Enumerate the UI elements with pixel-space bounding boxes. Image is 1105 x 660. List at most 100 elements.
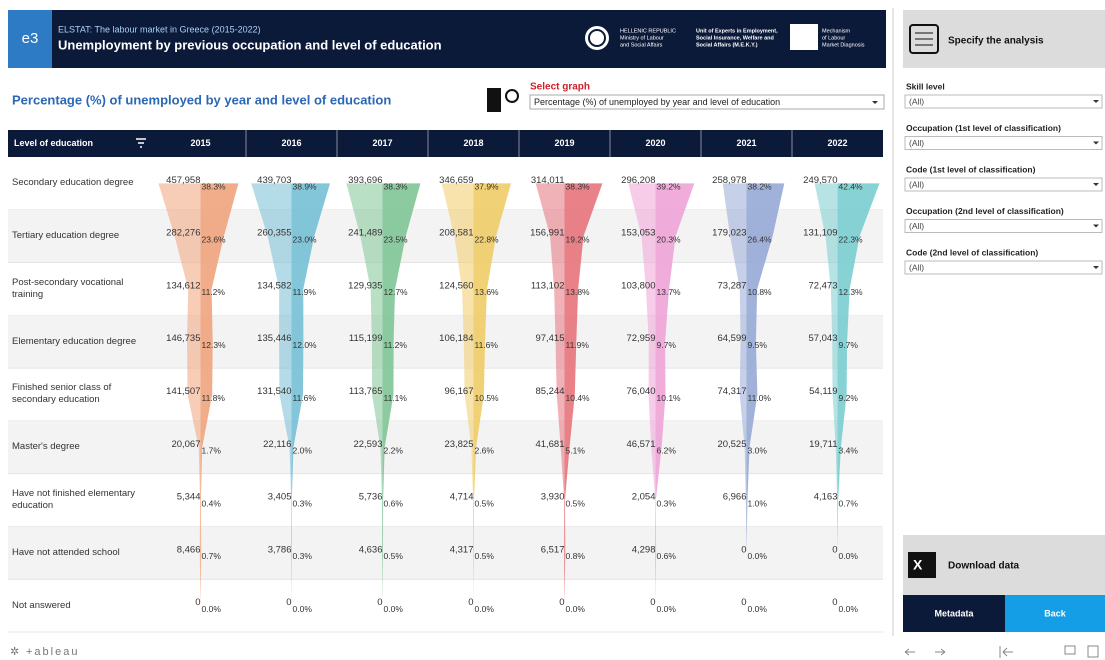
percent-funnel xyxy=(200,183,239,606)
graph-icon xyxy=(487,88,501,112)
percent-label: 11.2% xyxy=(202,287,226,297)
percent-label: 38.3% xyxy=(566,182,591,192)
percent-label: 0.7% xyxy=(202,551,222,561)
metadata-label: Metadata xyxy=(934,608,974,618)
percent-label: 20.3% xyxy=(657,234,682,244)
percent-label: 10.8% xyxy=(748,287,773,297)
filter-dropdown[interactable] xyxy=(904,136,1103,150)
percent-label: 0.6% xyxy=(657,551,677,561)
percent-label: 0.0% xyxy=(566,604,586,614)
percent-label: 0.0% xyxy=(839,604,859,614)
percent-label: 9.5% xyxy=(748,340,768,350)
percent-label: 13.6% xyxy=(475,287,500,297)
logo-text: of Labour xyxy=(822,35,845,41)
percent-label: 10.4% xyxy=(566,393,591,403)
count-label: 115,199 xyxy=(349,333,383,344)
count-label: 72,473 xyxy=(808,280,837,291)
column-header: 2018 xyxy=(463,138,483,148)
percent-label: 19.2% xyxy=(566,234,591,244)
sort-icon[interactable] xyxy=(136,138,146,148)
download-panel[interactable] xyxy=(903,535,1105,595)
select-box[interactable] xyxy=(529,94,885,110)
percent-label: 9.7% xyxy=(657,340,677,350)
percent-label: 13.7% xyxy=(657,287,682,297)
dropdown-arrow xyxy=(1093,100,1099,103)
logo-text: Unit of Experts in Employment, xyxy=(696,28,778,34)
graph-icon xyxy=(505,89,519,103)
count-label: 208,581 xyxy=(439,228,473,239)
filter-dropdown[interactable] xyxy=(904,177,1103,192)
logo-text: Mechanism xyxy=(822,28,851,34)
count-label: 76,040 xyxy=(626,386,655,397)
percent-label: 23.5% xyxy=(384,234,409,244)
count-label: 19,711 xyxy=(809,439,837,450)
percent-label: 23.6% xyxy=(202,234,227,244)
toolbar-icons[interactable] xyxy=(1087,645,1099,658)
count-label: 6,517 xyxy=(541,544,565,555)
count-label: 4,317 xyxy=(450,544,474,555)
count-label: 0 xyxy=(832,544,837,555)
count-label: 0 xyxy=(286,597,291,608)
filter-value: (All) xyxy=(909,221,924,231)
count-label: 141,507 xyxy=(166,386,200,397)
percent-label: 37.9% xyxy=(475,182,500,192)
column-header: 2021 xyxy=(736,138,756,148)
percent-label: 38.9% xyxy=(293,182,318,192)
percent-label: 11.1% xyxy=(384,393,408,403)
percent-label: 11.8% xyxy=(202,393,226,403)
count-label: 2,054 xyxy=(632,492,656,503)
count-label: 282,276 xyxy=(166,228,200,239)
percent-label: 0.3% xyxy=(293,498,313,508)
count-label: 20,525 xyxy=(717,439,746,450)
count-label: 249,570 xyxy=(803,175,837,186)
percent-label: 0.0% xyxy=(748,551,768,561)
percent-label: 0.0% xyxy=(384,604,404,614)
count-label: 153,053 xyxy=(621,228,655,239)
count-label: 260,355 xyxy=(257,228,291,239)
count-label: 96,167 xyxy=(444,386,473,397)
logo-text: Ministry of Labour xyxy=(620,35,664,41)
tableau-logo: +ableau xyxy=(26,646,79,658)
percent-label: 0.3% xyxy=(657,498,677,508)
header-bar xyxy=(8,10,886,68)
settings-icon xyxy=(909,24,939,54)
filter-dropdown[interactable] xyxy=(904,219,1103,233)
count-label: 74,317 xyxy=(717,386,746,397)
percent-label: 0.0% xyxy=(748,604,768,614)
dropdown-arrow xyxy=(1093,224,1099,228)
count-label: 131,540 xyxy=(257,386,291,397)
count-label: 64,599 xyxy=(717,333,746,344)
row-background xyxy=(8,526,883,580)
filter-dropdown[interactable] xyxy=(904,260,1103,275)
percent-label: 11.2% xyxy=(384,340,408,350)
filter-value: (All) xyxy=(909,179,924,189)
toolbar-icons[interactable] xyxy=(904,646,1013,658)
sidebar-header xyxy=(903,10,1105,68)
count-label: 241,489 xyxy=(348,228,382,239)
download-label: Download data xyxy=(948,561,1020,572)
count-label: 106,184 xyxy=(439,333,473,344)
percent-funnel xyxy=(473,183,512,606)
count-label: 97,415 xyxy=(535,333,564,344)
count-label: 134,582 xyxy=(257,280,291,291)
filter-label: Code (2nd level of classification) xyxy=(906,247,1038,257)
percent-label: 26.4% xyxy=(748,234,773,244)
back-button[interactable] xyxy=(1005,595,1105,632)
count-label: 20,067 xyxy=(171,439,200,450)
filter-label: Skill level xyxy=(906,81,945,91)
metadata-button[interactable] xyxy=(903,595,1005,632)
select-value: Percentage (%) of unemployed by year and… xyxy=(534,97,780,107)
percent-label: 0.5% xyxy=(475,551,495,561)
percent-label: 0.0% xyxy=(839,551,859,561)
filter-dropdown[interactable] xyxy=(904,94,1103,109)
count-label: 4,714 xyxy=(450,492,474,503)
toolbar-icons[interactable] xyxy=(1064,645,1076,655)
percent-label: 0.0% xyxy=(475,604,495,614)
count-label: 72,959 xyxy=(626,333,655,344)
percent-label: 11.9% xyxy=(566,340,590,350)
column-header: 2017 xyxy=(372,138,392,148)
count-label: 6,966 xyxy=(723,492,747,503)
badge-box xyxy=(8,10,52,68)
category-label: Tertiary education degree xyxy=(12,230,120,242)
percent-label: 0.5% xyxy=(384,551,404,561)
